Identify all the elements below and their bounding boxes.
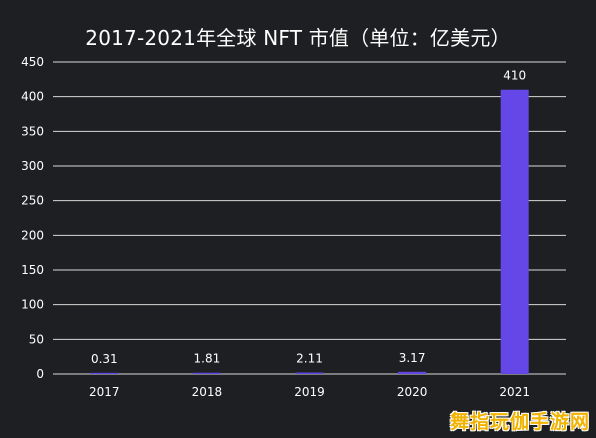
bar-2017 bbox=[90, 372, 119, 374]
y-tick-label: 300 bbox=[21, 159, 44, 173]
x-tick-label: 2021 bbox=[499, 385, 530, 399]
bar-2019 bbox=[295, 372, 324, 374]
x-tick-label: 2018 bbox=[192, 385, 223, 399]
chart-title: 2017-2021年全球 NFT 市值（单位：亿美元） bbox=[85, 26, 511, 50]
data-label: 0.31 bbox=[91, 352, 118, 366]
watermark: 舞指玩伽手游网 bbox=[449, 411, 590, 433]
bar-2020 bbox=[398, 371, 427, 374]
bar-2018 bbox=[192, 372, 221, 374]
y-tick-label: 100 bbox=[21, 298, 44, 312]
y-tick-label: 200 bbox=[21, 228, 44, 242]
y-tick-label: 350 bbox=[21, 124, 44, 138]
data-label: 1.81 bbox=[194, 352, 221, 366]
x-tick-label: 2017 bbox=[89, 385, 120, 399]
y-tick-label: 400 bbox=[21, 90, 44, 104]
x-tick-label: 2019 bbox=[294, 385, 325, 399]
y-tick-label: 250 bbox=[21, 194, 44, 208]
data-label: 410 bbox=[503, 69, 526, 83]
y-tick-label: 50 bbox=[29, 332, 44, 346]
data-label: 2.11 bbox=[296, 352, 323, 366]
y-tick-label: 450 bbox=[21, 55, 44, 69]
bar-2021 bbox=[500, 89, 529, 374]
y-tick-label: 0 bbox=[36, 367, 44, 381]
y-tick-label: 150 bbox=[21, 263, 44, 277]
x-tick-label: 2020 bbox=[397, 385, 428, 399]
data-label: 3.17 bbox=[399, 351, 426, 365]
